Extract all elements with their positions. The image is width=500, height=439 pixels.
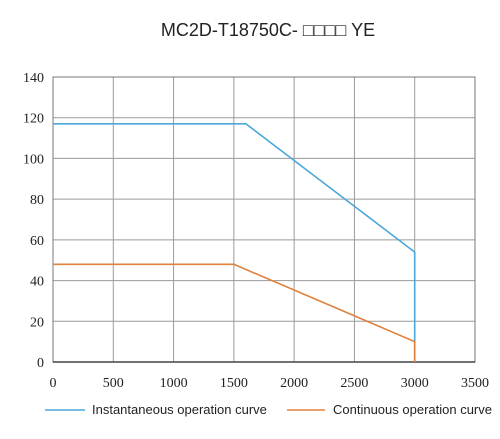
legend-label: Continuous operation curve [333,402,492,417]
legend-item-continuous: Continuous operation curve [287,402,492,417]
plot-border [52,76,476,363]
series-line-instantaneous [53,123,416,362]
y-tick-label-120: 120 [23,112,44,127]
x-tick-label-3000: 3000 [401,376,429,391]
y-tick-label-60: 60 [30,234,44,249]
legend: Instantaneous operation curve Continuous … [45,402,492,417]
x-tick-label-2000: 2000 [280,376,308,391]
x-tick-label-3500: 3500 [461,376,489,391]
series-lines [53,123,416,362]
x-axis-ticks: 0 500 1000 1500 2000 2500 3000 3500 [50,376,490,391]
y-tick-label-40: 40 [30,275,44,290]
x-tick-label-500: 500 [103,376,124,391]
grid [52,76,476,363]
y-tick-label-0: 0 [37,356,44,371]
x-tick-label-0: 0 [50,376,57,391]
y-tick-label-100: 100 [23,152,44,167]
y-axis-ticks: 0 20 40 60 80 100 120 140 [23,71,44,371]
y-tick-label-140: 140 [23,71,44,86]
x-tick-label-1000: 1000 [160,376,188,391]
legend-label: Instantaneous operation curve [92,402,267,417]
legend-item-instantaneous: Instantaneous operation curve [45,402,267,417]
plot-frame [52,76,476,363]
y-tick-label-80: 80 [30,193,44,208]
x-tick-label-1500: 1500 [220,376,248,391]
y-tick-label-20: 20 [30,315,44,330]
x-tick-label-2500: 2500 [340,376,368,391]
chart-title: MC2D-T18750C- □□□□ YE [161,20,375,40]
series-line-continuous [53,263,416,362]
